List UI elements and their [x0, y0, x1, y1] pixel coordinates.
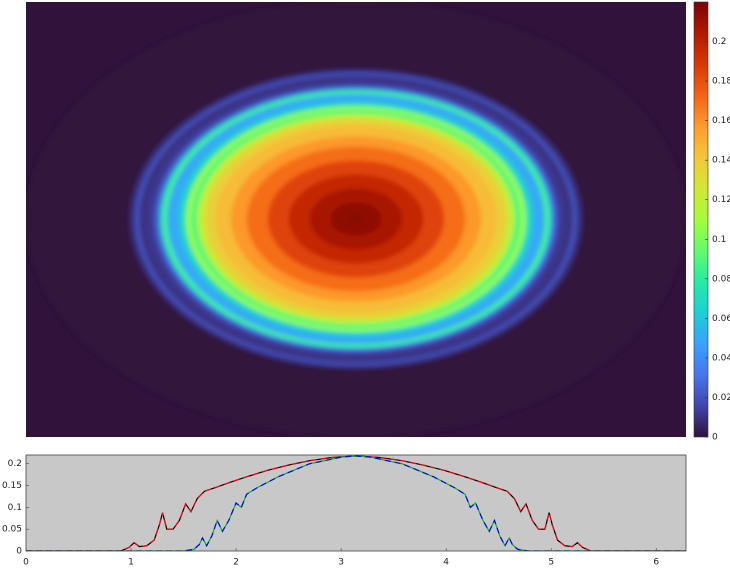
- x-tick-label: 5: [548, 558, 554, 568]
- colorbar-scale: [693, 1, 709, 438]
- colorbar-tick-label: 0.12: [712, 195, 730, 205]
- plot-background: [26, 455, 686, 551]
- x-tick-label: 4: [443, 558, 449, 568]
- x-tick-label: 6: [653, 558, 659, 568]
- profile-line-dashed: [26, 455, 686, 551]
- heatmap-field: [26, 2, 686, 437]
- x-tick-label: 1: [128, 558, 134, 568]
- heatmap: [26, 2, 686, 437]
- y-tick-label: 0.1: [8, 503, 22, 513]
- colorbar-tick-label: 0.1: [712, 235, 726, 245]
- x-tick-label: 3: [338, 558, 344, 568]
- colorbar: 0 0.02 0.04 0.06 0.08 0.1 0.12 0.14 0.16 0.18 0.2: [693, 1, 730, 443]
- y-tick-label: 0.05: [2, 525, 22, 535]
- heatmap-cell: [350, 215, 362, 223]
- y-tick-label: 0.2: [8, 459, 22, 469]
- x-tick-label: 0: [23, 558, 29, 568]
- line-plot: 0 1 2 3 4 5 6 0 0.05 0.1 0.15 0.2: [2, 454, 687, 568]
- y-tick-label: 0.15: [2, 481, 22, 491]
- plot-frame: [25, 454, 687, 552]
- colorbar-tick-label: 0.08: [712, 274, 730, 284]
- colorbar-tick-label: 0.04: [712, 353, 730, 363]
- colorbar-tick-label: 0.16: [712, 116, 730, 126]
- y-tick-label: 0: [16, 547, 22, 557]
- colorbar-tick-label: 0.14: [712, 156, 730, 166]
- plot-lines: [26, 455, 686, 551]
- x-tick-label: 2: [233, 558, 239, 568]
- colorbar-tick-label: 0.02: [712, 393, 730, 403]
- colorbar-tick-label: 0: [712, 433, 718, 443]
- colorbar-tick-label: 0.18: [712, 77, 730, 87]
- colorbar-tick-label: 0.06: [712, 314, 730, 324]
- colorbar-tick-label: 0.2: [712, 37, 726, 47]
